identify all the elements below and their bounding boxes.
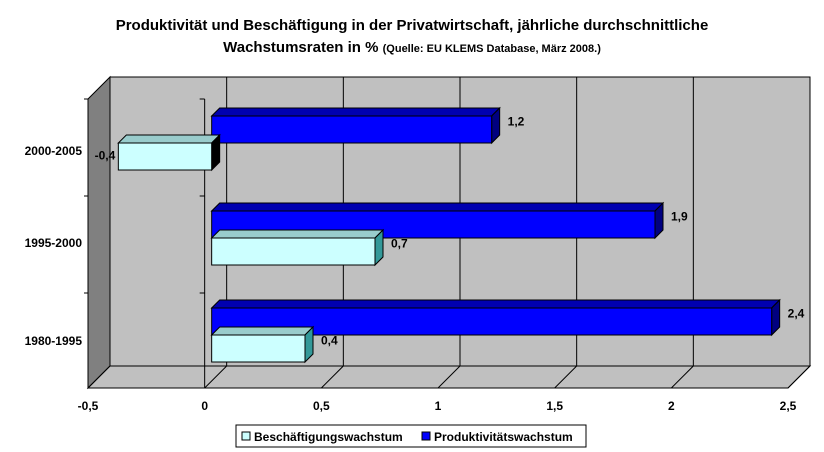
bar-top <box>210 202 665 212</box>
floor-gridline <box>437 365 461 389</box>
category-label: 1980-1995 <box>25 334 83 348</box>
x-tick-label: 2 <box>668 399 675 413</box>
floor-gridline <box>204 365 228 389</box>
data-label: 2,4 <box>788 307 805 321</box>
bar-top <box>210 299 781 309</box>
legend-label: Produktivitätswachstum <box>434 430 573 444</box>
bar-top <box>210 326 315 336</box>
category-label: 1995-2000 <box>25 236 83 250</box>
floor-gridline <box>320 365 344 389</box>
legend-swatch <box>421 431 431 441</box>
legend <box>235 424 587 448</box>
bar-top <box>210 107 501 117</box>
data-label: 0,4 <box>321 334 338 348</box>
bar-beschaeftigung <box>211 334 306 363</box>
bar-beschaeftigung <box>117 142 213 171</box>
data-label: 1,2 <box>508 115 525 129</box>
x-tick-label: 1,5 <box>546 399 563 413</box>
x-tick-label: 0,5 <box>313 399 330 413</box>
x-tick-label: 2,5 <box>780 399 797 413</box>
data-label: 1,9 <box>671 210 688 224</box>
x-tick-label: 1 <box>435 399 442 413</box>
floor-gridline <box>554 365 578 389</box>
chart-title-line2: Wachstumsraten in % (Quelle: EU KLEMS Da… <box>223 39 601 56</box>
x-tick-label: -0,5 <box>78 399 99 413</box>
legend-label: Beschäftigungswachstum <box>254 430 403 444</box>
category-label: 2000-2005 <box>25 144 83 158</box>
data-label: 0,7 <box>391 237 408 251</box>
bar-top <box>117 134 221 144</box>
bar-beschaeftigung <box>211 237 376 266</box>
x-tick-label: 0 <box>201 399 208 413</box>
floor-gridline <box>670 365 694 389</box>
bar-top <box>210 229 385 239</box>
data-label: -0,4 <box>95 149 116 163</box>
legend-swatch <box>241 431 251 441</box>
side-wall <box>87 75 111 390</box>
bar-produktivitaet <box>211 115 493 144</box>
chart-subtitle: (Quelle: EU KLEMS Database, März 2008.) <box>383 43 602 55</box>
chart-title: Produktivität und Beschäftigung in der P… <box>116 17 709 34</box>
floor-gridline <box>87 365 111 389</box>
floor-gridline <box>787 365 811 389</box>
